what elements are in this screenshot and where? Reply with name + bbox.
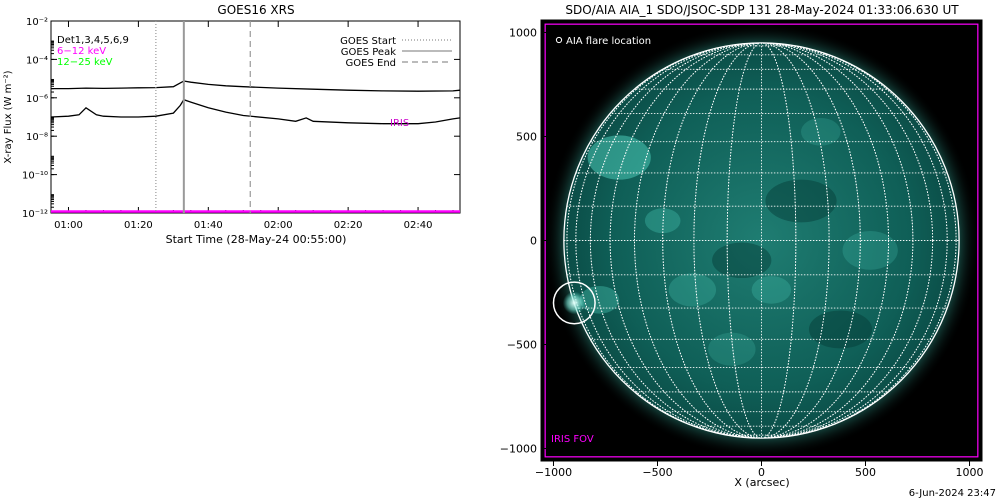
coronal-hole (808, 310, 873, 349)
meridian-line (589, 42, 934, 439)
right-x-tick-label: −500 (642, 466, 672, 479)
active-region (751, 276, 792, 304)
right-x-tick-label: −1000 (535, 466, 572, 479)
meridian-line (575, 42, 948, 439)
left-x-tick-label: 01:40 (194, 220, 223, 231)
left-x-tick-label: 02:40 (404, 220, 433, 231)
active-region (668, 273, 717, 307)
series-line-0 (51, 80, 461, 92)
right-title: SDO/AIA AIA_1 SDO/JSOC-SDP 131 28-May-20… (565, 3, 959, 17)
right-xlabel: X (arcsec) (734, 476, 789, 489)
left-series-group (50, 80, 461, 213)
left-y-tick-label: 10⁻⁴ (26, 55, 48, 66)
solar-limb (563, 42, 960, 439)
annotation-12-25-kev: 12−25 keV (57, 57, 113, 68)
legend-flare-label: AIA flare location (566, 36, 651, 47)
left-y-tick-label: 10⁻⁸ (26, 132, 48, 143)
coronal-hole (712, 242, 772, 279)
flare-glow (562, 291, 586, 315)
left-ylabel: X-ray Flux (W m⁻²) (3, 70, 14, 163)
series-line-1 (50, 98, 461, 125)
active-region (842, 231, 898, 270)
active-region (708, 332, 756, 366)
meridian-line (662, 42, 861, 439)
aia-image-plot: SDO/AIA AIA_1 SDO/JSOC-SDP 131 28-May-20… (500, 3, 984, 489)
active-region (644, 208, 681, 234)
iris-fov-label: IRIS FOV (551, 434, 594, 445)
left-legend: GOES Start GOES Peak GOES End (340, 36, 452, 69)
left-title: GOES16 XRS (217, 3, 294, 17)
right-x-tick-label: 500 (855, 466, 876, 479)
heliographic-grid (563, 42, 960, 439)
right-y-tick-label: 500 (516, 130, 537, 143)
left-markers-group (155, 21, 251, 213)
legend-goes-peak-label: GOES Peak (341, 47, 396, 58)
right-y-tick-label: −500 (507, 339, 537, 352)
flare-location-circle (552, 281, 596, 325)
left-y-tick-label: 10⁻⁶ (26, 94, 48, 105)
annotation-detectors: Det1,3,4,5,6,9 (57, 35, 129, 46)
annotation-6-12-kev: 6−12 keV (57, 46, 106, 57)
coronal-hole (765, 179, 837, 223)
left-xlabel: Start Time (28-May-24 00:55:00) (166, 233, 347, 246)
goes-xrs-plot: GOES16 XRS 10⁻¹² 10⁻¹⁰ 10⁻⁸ 10⁻⁶ 10⁻⁴ 10⁻² 01… (3, 3, 461, 246)
left-y-axis: 10⁻¹² 10⁻¹⁰ 10⁻⁸ 10⁻⁶ 10⁻⁴ 10⁻² (22, 17, 460, 220)
right-x-tick-label: 0 (758, 466, 765, 479)
left-x-tick-label: 01:20 (124, 220, 153, 231)
left-x-tick-label: 02:00 (264, 220, 293, 231)
left-x-tick-label: 02:20 (334, 220, 363, 231)
active-region (801, 117, 841, 146)
legend-goes-end-label: GOES End (346, 58, 396, 69)
right-y-tick-label: 1000 (509, 26, 537, 39)
legend-flare-marker-icon (555, 36, 563, 44)
solar-disk (563, 42, 960, 439)
active-region (579, 285, 620, 314)
right-x-tick-label: 1000 (956, 466, 984, 479)
footer-timestamp: 6-Jun-2024 23:47 (909, 488, 996, 499)
active-region (587, 135, 651, 180)
right-y-tick-label: −1000 (500, 443, 537, 456)
legend-goes-start-label: GOES Start (340, 36, 396, 47)
disk-active-regions (579, 117, 898, 366)
right-x-axis: −1000 −500 0 500 1000 (535, 461, 984, 479)
right-y-axis: −1000 −500 0 500 1000 (500, 26, 548, 456)
left-x-tick-label: 01:00 (54, 220, 83, 231)
left-y-tick-label: 10⁻¹⁰ (22, 171, 48, 182)
right-y-tick-label: 0 (530, 235, 537, 248)
iris-label: IRIS (390, 118, 409, 129)
left-y-tick-label: 10⁻¹² (22, 209, 48, 220)
left-y-tick-label: 10⁻² (26, 17, 48, 28)
